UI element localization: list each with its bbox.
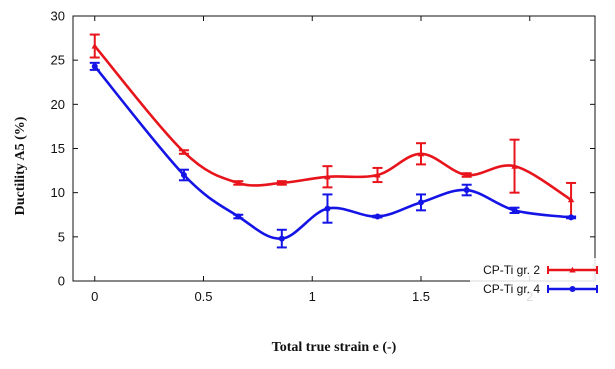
data-point — [567, 196, 575, 203]
legend-marker — [569, 266, 576, 273]
y-tick-label: 30 — [51, 9, 65, 24]
legend-sample-gr4 — [547, 285, 598, 293]
data-point — [324, 205, 331, 212]
data-point — [463, 171, 470, 178]
x-tick-label: 1.5 — [412, 289, 430, 304]
x-tick-label: 1 — [309, 289, 316, 304]
data-point — [511, 162, 518, 169]
x-axis: 00.511.52 — [91, 16, 533, 304]
data-point — [417, 150, 425, 157]
y-tick-label: 0 — [58, 274, 65, 289]
y-tick-label: 25 — [51, 53, 65, 68]
plot-frame — [72, 15, 596, 282]
data-point — [568, 214, 575, 221]
series-layer — [89, 33, 577, 249]
legend-label-gr4: CP-Ti gr. 4 — [483, 282, 540, 296]
data-point — [463, 187, 470, 194]
plot-border — [72, 15, 596, 282]
data-point — [374, 213, 381, 220]
y-axis: 0 5 10 15 20 25 30 — [51, 9, 595, 289]
legend: CP-Ti gr. 2 CP-Ti gr. 4 — [470, 258, 610, 304]
data-point — [278, 235, 285, 242]
data-point — [180, 172, 187, 178]
data-point — [235, 179, 242, 186]
y-tick-label: 5 — [58, 229, 65, 244]
legend-sample-gr2 — [547, 266, 598, 274]
series-1 — [89, 33, 577, 218]
series-2 — [89, 61, 577, 249]
y-tick-label: 10 — [51, 185, 65, 200]
data-point — [511, 207, 518, 214]
data-point — [324, 173, 331, 180]
y-axis-title: Ductility A5 (%) — [13, 116, 28, 215]
x-axis-title: Total true strain e (-) — [272, 340, 397, 355]
data-point — [235, 213, 242, 220]
data-point — [278, 179, 285, 186]
x-tick-label: 0.5 — [194, 289, 212, 304]
data-point — [374, 171, 381, 178]
data-point — [91, 63, 98, 70]
legend-box — [470, 258, 610, 304]
series-line — [93, 65, 573, 240]
x-tick-label: 0 — [91, 289, 98, 304]
y-tick-label: 20 — [51, 97, 65, 112]
data-point — [180, 148, 188, 155]
data-point — [418, 199, 424, 206]
series-line — [93, 44, 573, 202]
legend-marker — [569, 286, 576, 292]
y-tick-label: 15 — [51, 141, 65, 156]
data-point — [91, 42, 98, 49]
legend-label-gr2: CP-Ti gr. 2 — [483, 263, 540, 277]
